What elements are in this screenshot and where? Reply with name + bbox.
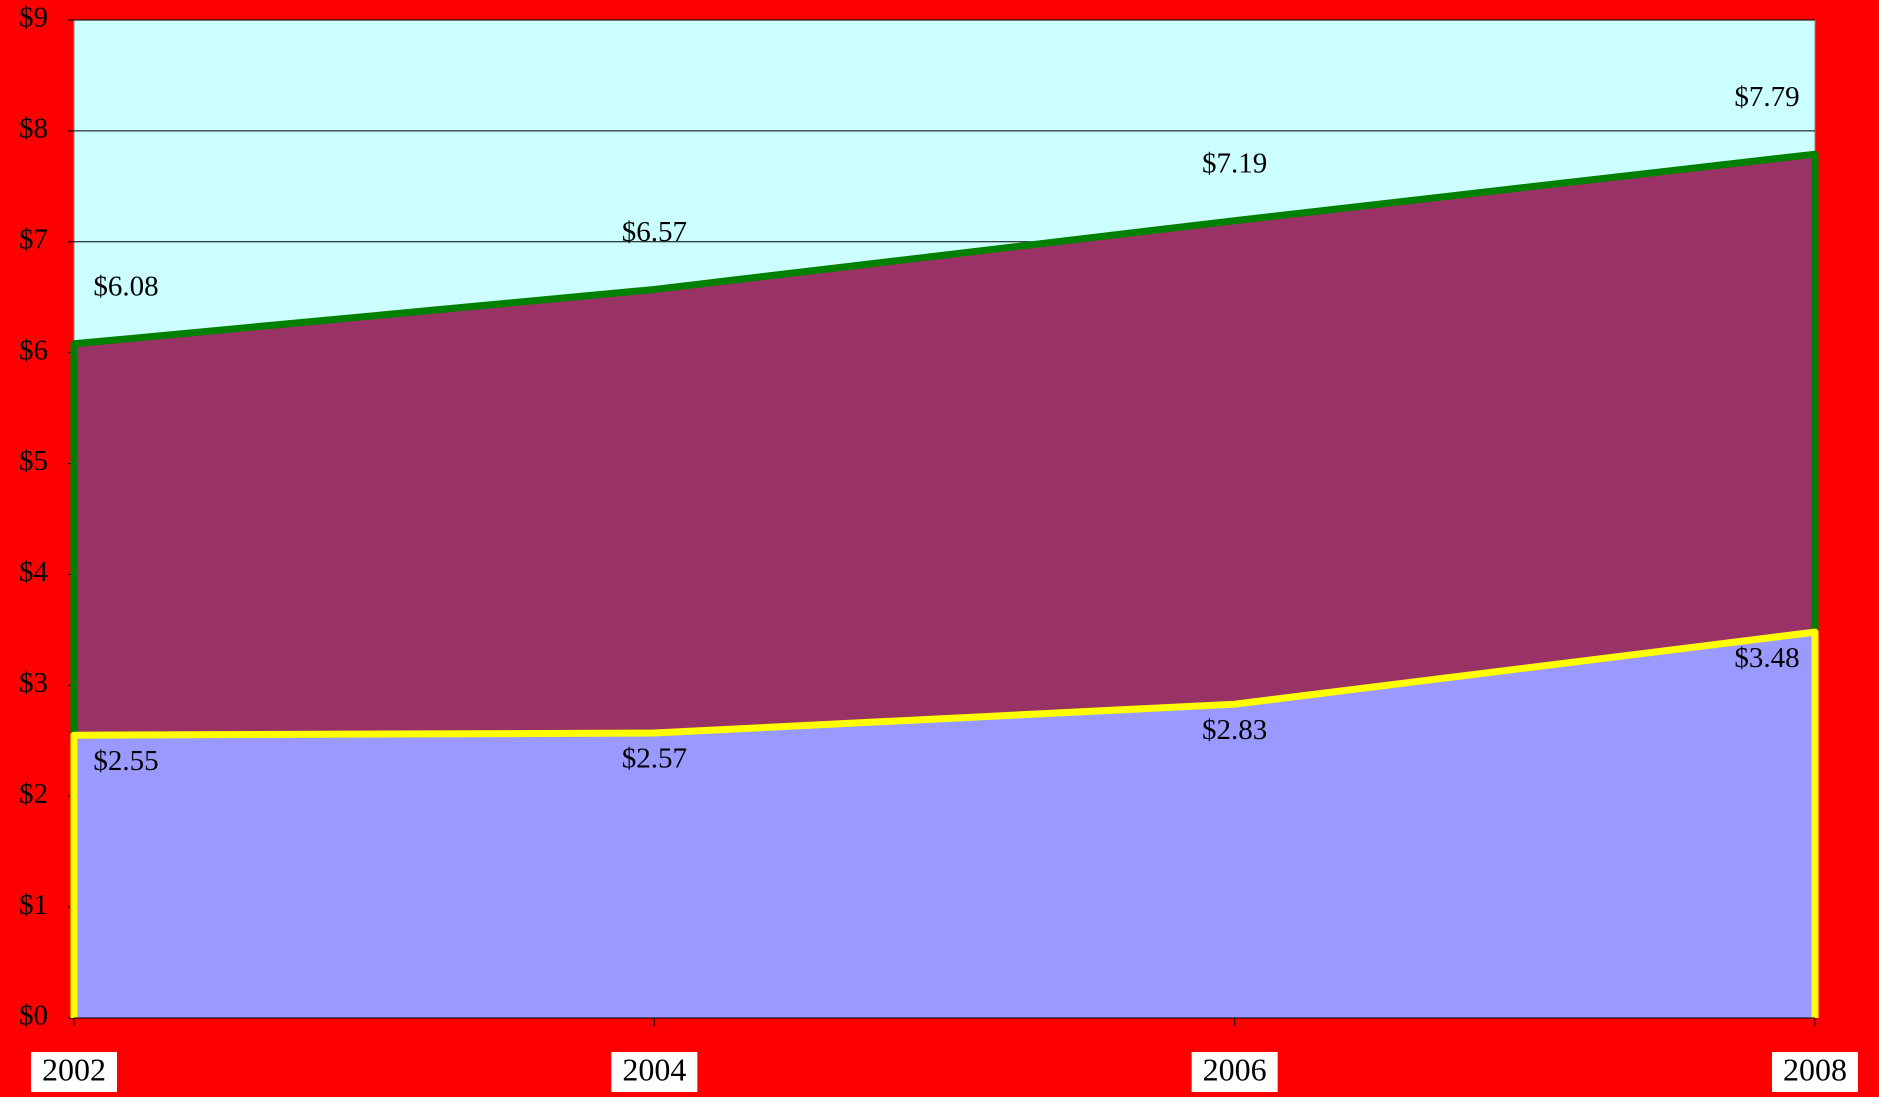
x-tick-label-box [611, 1052, 698, 1092]
area-outline [70, 628, 1819, 1018]
x-tick-label-box [1191, 1052, 1278, 1092]
area [74, 632, 1815, 1018]
x-tick-label-box [1772, 1052, 1858, 1092]
data-label: $2.57 [622, 743, 687, 775]
x-tick-label-box [31, 1052, 117, 1092]
y-tick-label: $3 [19, 667, 48, 699]
data-label: $7.19 [1202, 147, 1267, 179]
x-tick-label: 2008 [1783, 1051, 1847, 1087]
y-tick-label: $8 [19, 113, 48, 145]
y-tick-label: $2 [19, 778, 48, 810]
data-label: $7.79 [1734, 81, 1799, 113]
x-tick-label: 2006 [1203, 1051, 1267, 1087]
data-label: $6.57 [622, 216, 687, 248]
data-label: $3.48 [1734, 642, 1799, 674]
data-label: $2.83 [1202, 714, 1267, 746]
data-label: $2.55 [93, 745, 158, 777]
x-tick-label: 2004 [622, 1051, 686, 1087]
area-outline [70, 150, 1819, 1018]
y-tick-label: $6 [19, 334, 48, 366]
y-tick-label: $7 [19, 223, 48, 255]
data-label: $6.08 [93, 270, 158, 302]
y-tick-label: $4 [19, 556, 49, 588]
y-tick-label: $5 [19, 445, 48, 477]
x-tick-label: 2002 [42, 1051, 106, 1087]
y-tick-label: $1 [19, 889, 48, 921]
y-tick-label: $0 [19, 1000, 48, 1032]
y-tick-label: $9 [19, 2, 48, 34]
